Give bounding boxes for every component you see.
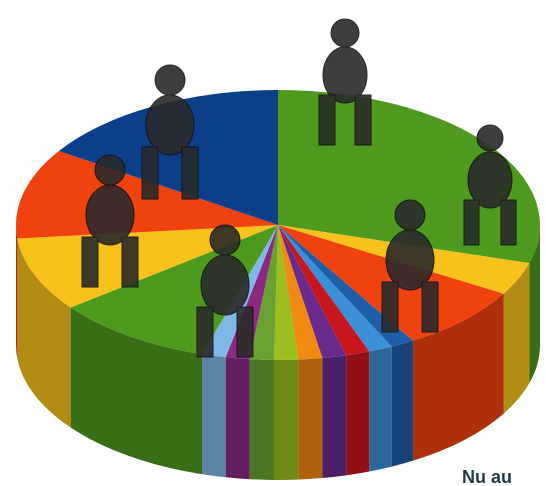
slice-side <box>17 238 71 428</box>
slice-side <box>225 357 250 480</box>
slice <box>278 225 414 347</box>
slice-side <box>16 225 18 359</box>
slice <box>278 225 347 359</box>
slice-side <box>346 351 370 476</box>
slice <box>278 225 323 360</box>
slice <box>58 90 278 225</box>
slice-side <box>70 307 203 475</box>
slice <box>249 225 278 360</box>
slice <box>278 225 392 352</box>
slice-side <box>298 358 323 480</box>
slice-side <box>529 225 540 384</box>
slice-side <box>503 263 530 414</box>
slice <box>273 225 299 360</box>
slice-side <box>322 355 347 479</box>
slice-side <box>391 340 414 467</box>
slice-side <box>273 359 299 480</box>
caption: Nu au <box>462 467 512 486</box>
slice-side <box>413 293 504 461</box>
slice <box>278 225 370 356</box>
pie-sides <box>16 225 540 480</box>
slice-side <box>249 359 274 480</box>
slice-side <box>369 346 392 472</box>
figures <box>81 18 517 358</box>
slice-side <box>202 354 226 478</box>
